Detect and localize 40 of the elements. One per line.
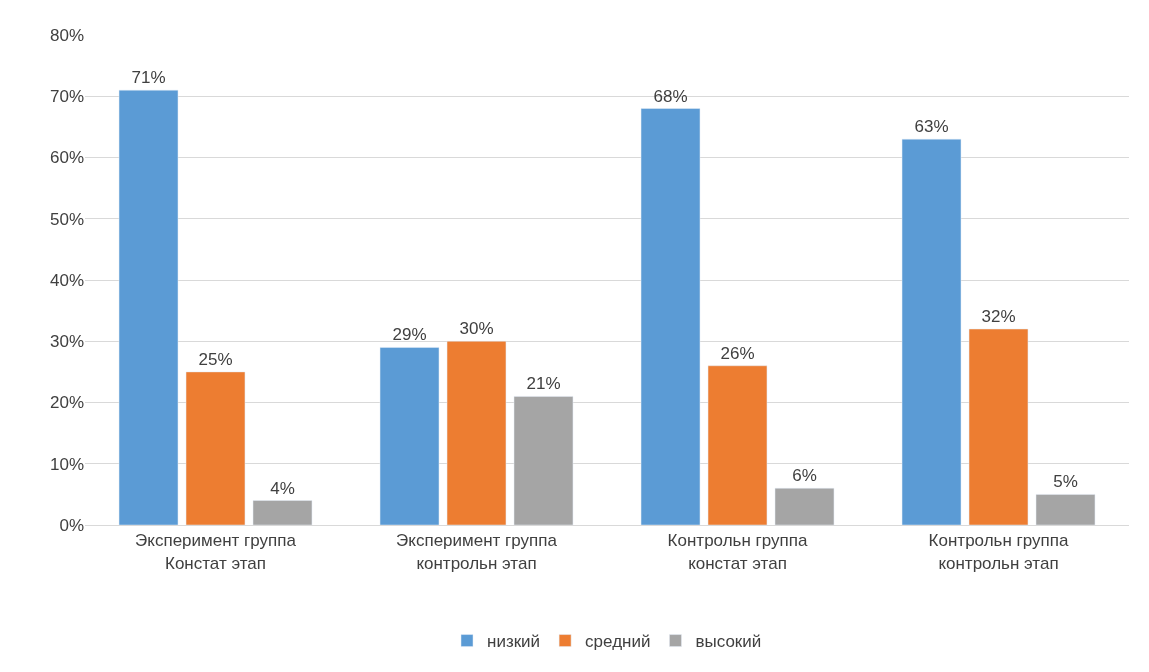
data-label: 26% [720,343,755,363]
y-tick-label: 60% [49,148,84,168]
x-tick-label: Эксперимент группа Констат этап [135,531,297,573]
x-tick-label: Контрольн группа контрольн этап [928,531,1069,573]
data-label: 71% [131,68,166,88]
y-tick-label: 70% [49,87,84,107]
data-label: 63% [914,117,949,137]
data-label: 68% [653,86,688,106]
bar [640,108,701,525]
y-tick-label: 20% [49,393,84,413]
data-label: 32% [981,307,1016,326]
bar [252,500,313,525]
legend-label: средний [585,632,651,652]
y-tick-label: 50% [49,209,84,229]
bar [968,328,1029,525]
bar [774,488,835,525]
x-tick-label: Контрольн группа констат этап [667,531,808,573]
data-label: 5% [1053,472,1078,492]
x-tick-label: Эксперимент группа контрольн этап [396,531,558,573]
legend-label: высокий [695,632,762,652]
legend-label: низкий [487,632,541,652]
y-tick-label: 40% [49,270,84,290]
bar [379,347,440,525]
data-label: 4% [270,478,295,498]
data-label: 21% [526,374,561,394]
data-label: 6% [792,466,817,486]
bar [185,371,246,525]
bar [513,396,574,525]
data-label: 30% [459,319,494,339]
bar [446,341,507,525]
data-label: 29% [392,325,427,345]
y-tick-label: 80% [49,25,84,45]
bar [901,138,962,525]
bar [1035,494,1096,525]
y-tick-label: 30% [49,332,84,352]
y-tick-label: 0% [59,515,84,535]
bar [707,365,768,525]
data-label: 25% [198,349,233,369]
bar [118,89,179,525]
y-tick-label: 10% [49,454,84,474]
